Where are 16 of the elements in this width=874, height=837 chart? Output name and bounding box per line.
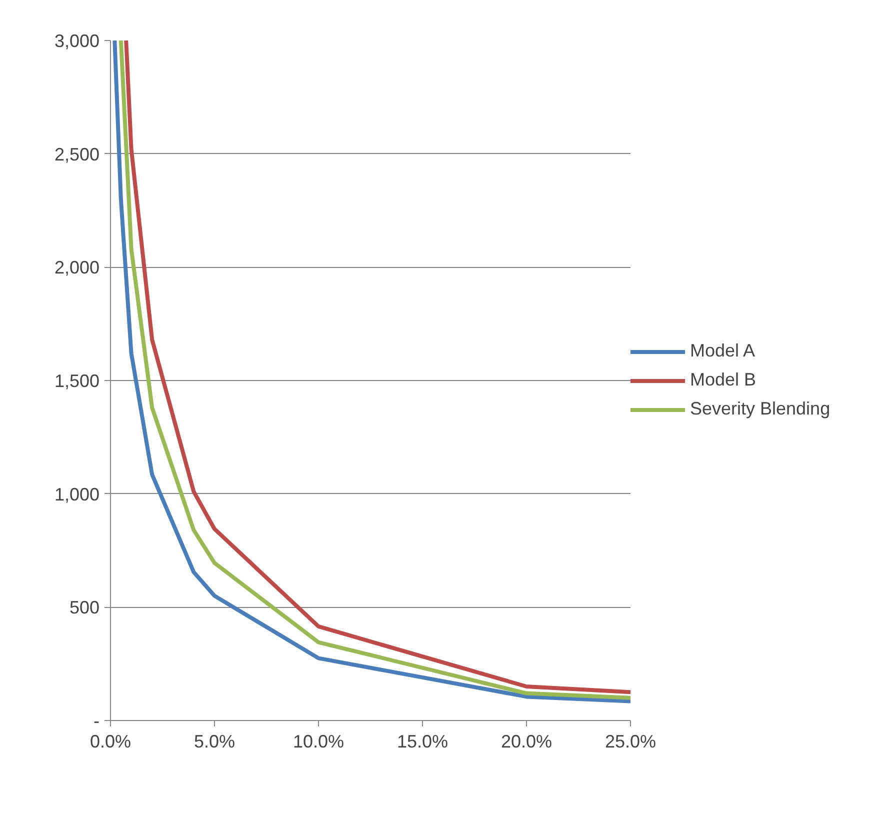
y-tick-label: 1,000 — [54, 484, 100, 504]
y-tick-label: 1,500 — [54, 371, 100, 391]
legend-label: Model B — [690, 370, 756, 390]
x-tick-label: 20.0% — [500, 732, 552, 752]
y-tick-label: 2,500 — [54, 144, 100, 164]
y-tick-label: 2,000 — [54, 258, 100, 278]
y-tick-label: 3,000 — [54, 31, 100, 51]
x-tick-label: 10.0% — [292, 732, 344, 752]
legend-label: Model A — [690, 340, 756, 362]
x-tick-label: 25.0% — [604, 732, 656, 752]
x-tick-label: 15.0% — [396, 732, 448, 752]
y-tick-label: 500 — [69, 598, 100, 618]
x-tick-label: 0.0% — [90, 732, 132, 752]
x-tick-label: 5.0% — [194, 732, 236, 752]
legend-label: Severity Blending — [690, 398, 830, 420]
y-tick-label: - — [94, 711, 100, 731]
